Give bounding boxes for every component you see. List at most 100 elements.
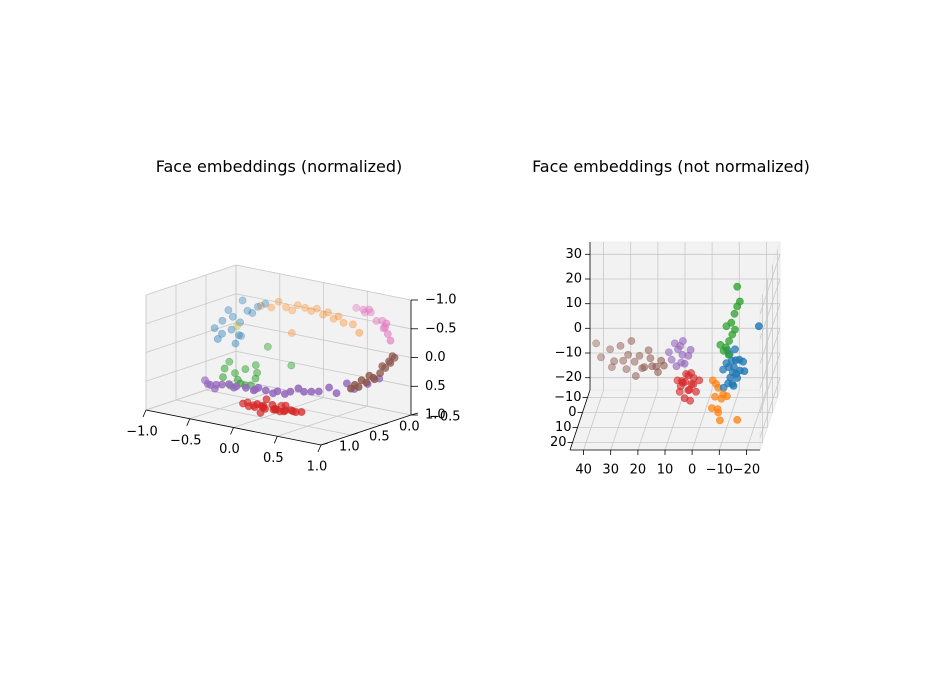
scatter-point-series-5 <box>619 356 628 365</box>
scatter-point-series-2 <box>725 337 733 345</box>
scatter-point-series-2 <box>220 364 229 373</box>
scatter-point-series-3 <box>678 377 686 385</box>
scatter-point-series-2 <box>219 373 227 381</box>
scatter-point-series-1 <box>329 314 338 323</box>
left-x-tick-label: 1.0 <box>307 460 328 475</box>
scatter-point-series-5 <box>592 339 600 348</box>
scatter-point-series-1 <box>312 304 321 313</box>
left-x-tick-mark <box>186 418 191 426</box>
scatter-point-series-2 <box>241 365 250 373</box>
scatter-point-series-1 <box>324 308 332 317</box>
scatter-point-series-5 <box>640 363 649 371</box>
left-x-tick-mark <box>317 444 322 453</box>
right-x-floor-gridline <box>746 389 767 451</box>
scatter-point-series-1 <box>319 310 327 319</box>
right-z-wall-gridline <box>759 303 781 364</box>
left-points <box>201 296 399 417</box>
scatter-point-series-7 <box>233 322 241 331</box>
scatter-point-series-5 <box>648 362 656 371</box>
scatter-point-series-5 <box>346 384 355 393</box>
right-z-tick-label: 20 <box>565 272 582 287</box>
scatter-point-series-1 <box>711 392 719 401</box>
scatter-point-series-1 <box>355 328 364 337</box>
scatter-point-series-0 <box>253 302 262 311</box>
scatter-point-series-4 <box>672 362 681 371</box>
right-x-floor-gridline <box>610 389 632 451</box>
scatter-point-series-1 <box>287 329 296 337</box>
right-z-wall-gridline <box>759 254 781 315</box>
scatter-point-series-1 <box>339 318 348 327</box>
right-z-wall-gridline <box>759 377 781 438</box>
scatter-point-series-0 <box>224 306 233 314</box>
scatter-point-series-5 <box>635 351 644 360</box>
right-y-tick-label: 20 <box>550 435 567 450</box>
scatter-point-series-0 <box>755 322 763 331</box>
scatter-point-series-4 <box>665 348 673 357</box>
right-y-tick-label: −10 <box>554 390 581 405</box>
scatter-point-series-2 <box>251 361 260 369</box>
scatter-point-series-2 <box>722 343 730 352</box>
scatter-point-series-0 <box>210 324 219 332</box>
left-chart-title: Face embeddings (normalized) <box>156 157 403 176</box>
scatter-point-series-6 <box>383 330 392 338</box>
scatter-point-series-6 <box>365 305 373 314</box>
left-axes: −1.0−0.50.00.51.0−0.50.00.51.0−1.0−0.50.… <box>126 293 460 475</box>
right-z-wall-gridline <box>759 278 781 340</box>
scatter-point-series-5 <box>608 363 616 371</box>
scatter-point-series-3 <box>253 400 262 408</box>
scatter-point-series-0 <box>238 296 247 305</box>
left-x-tick-mark <box>273 436 278 444</box>
right-points <box>592 282 763 425</box>
right-x-tick-label: 20 <box>630 463 647 478</box>
scatter-point-series-4 <box>294 384 303 393</box>
scatter-point-series-4 <box>332 389 341 397</box>
scatter-point-series-1 <box>256 301 265 310</box>
right-y-tick-label: 10 <box>555 420 572 435</box>
left-y-tick-label: −0.5 <box>429 410 461 425</box>
scatter-point-series-6 <box>352 303 361 312</box>
right-x-tick-label: −20 <box>733 463 760 478</box>
scatter-point-series-6 <box>386 336 395 345</box>
scatter-point-series-0 <box>218 316 227 325</box>
scatter-point-series-5 <box>597 353 605 362</box>
scatter-point-series-0 <box>243 306 252 315</box>
scatter-point-series-4 <box>325 383 333 392</box>
scatter-point-series-1 <box>708 376 717 385</box>
scatter-point-series-3 <box>262 395 271 404</box>
scatter-point-series-2 <box>731 325 739 334</box>
scatter-point-series-5 <box>627 337 636 345</box>
scatter-point-series-1 <box>293 301 302 309</box>
scatter-point-series-0 <box>261 299 270 308</box>
scatter-point-series-5 <box>644 346 653 355</box>
right-x-floor-gridline <box>637 389 659 451</box>
scatter-point-series-3 <box>675 387 684 396</box>
right-gridlines <box>572 242 781 451</box>
scatter-point-series-1 <box>713 405 722 413</box>
scatter-point-series-3 <box>244 402 253 411</box>
scatter-point-series-5 <box>606 345 614 354</box>
scatter-point-series-2 <box>730 309 739 318</box>
scatter-point-series-2 <box>287 361 296 370</box>
left-z-tick-label: −1.0 <box>425 293 457 308</box>
left-x-floor-gridline <box>277 405 368 437</box>
left-x-tick-label: −1.0 <box>126 425 158 440</box>
scatter-point-series-5 <box>365 371 374 380</box>
scatter-point-series-0 <box>732 369 741 378</box>
scatter-point-series-2 <box>733 282 742 291</box>
left-y-tick-label: 0.0 <box>399 420 420 435</box>
scatter-point-series-0 <box>726 373 735 382</box>
scatter-point-series-5 <box>385 357 393 366</box>
left-x-tick-label: 0.5 <box>263 451 284 466</box>
scatter-point-series-6 <box>359 305 368 314</box>
scatter-point-series-3 <box>686 396 694 405</box>
right-x-tick-label: 40 <box>575 463 592 478</box>
scatter-point-series-2 <box>225 357 234 366</box>
scatter-point-series-6 <box>366 308 375 317</box>
scatter-point-series-0 <box>731 356 740 365</box>
left-y-tick-mark <box>350 432 359 436</box>
right-z-wall-gridline <box>759 352 781 414</box>
scatter-point-series-4 <box>680 359 689 368</box>
scatter-point-series-5 <box>646 354 655 363</box>
right-x-floor-gridline <box>691 389 713 451</box>
